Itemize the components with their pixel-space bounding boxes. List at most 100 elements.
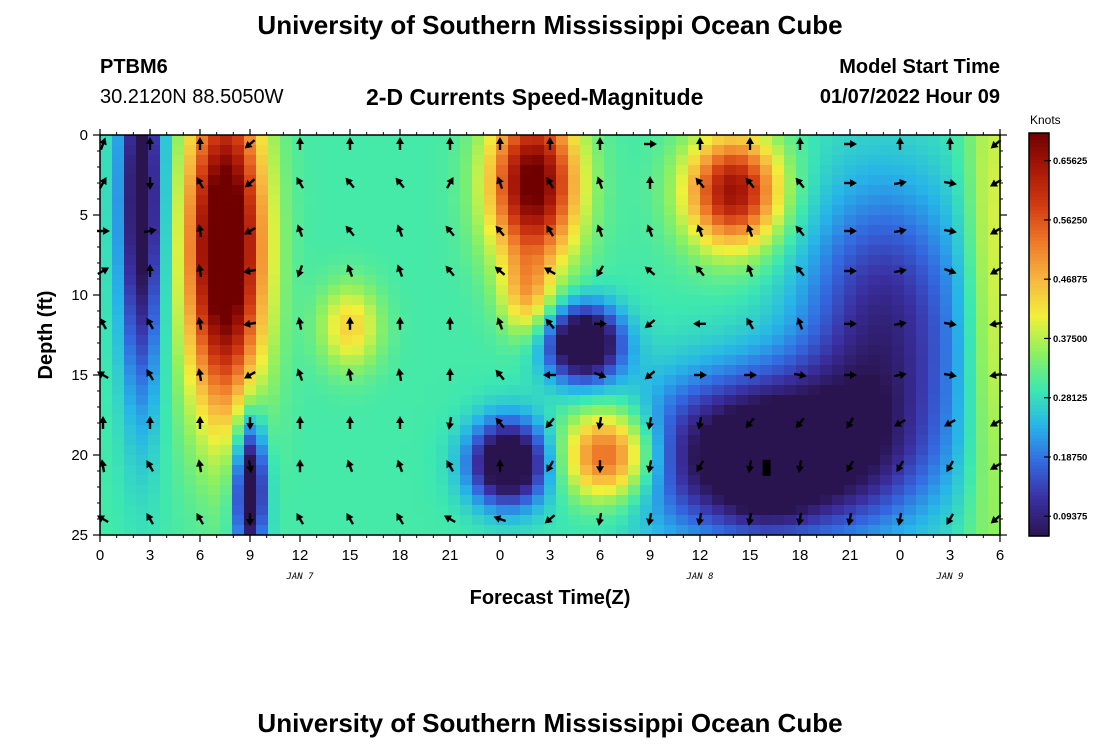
heatmap-cell — [508, 425, 521, 436]
heatmap-cell — [184, 285, 197, 296]
heatmap-cell — [808, 165, 821, 176]
heatmap-cell — [388, 335, 401, 346]
heatmap-cell — [184, 445, 197, 456]
heatmap-cell — [256, 435, 269, 446]
vector-head — [494, 266, 503, 275]
heatmap-cell — [568, 455, 581, 466]
current-vector — [695, 177, 705, 189]
heatmap-cell — [688, 465, 701, 476]
heatmap-cell — [856, 395, 869, 406]
colorbar-segment — [1029, 253, 1049, 258]
heatmap-cell — [688, 315, 701, 326]
heatmap-cell — [760, 385, 773, 396]
heatmap-cell — [544, 345, 557, 356]
current-vector — [396, 224, 404, 238]
heatmap-cell — [352, 265, 365, 276]
heatmap-cell — [748, 155, 761, 166]
heatmap-cell — [436, 455, 449, 466]
heatmap-cell — [508, 215, 521, 226]
heatmap-cell — [652, 175, 665, 186]
heatmap-cell — [892, 365, 905, 376]
heatmap-cell — [160, 155, 173, 166]
heatmap-cell — [532, 335, 545, 346]
heatmap-cell — [712, 285, 725, 296]
colorbar-segment — [1029, 465, 1049, 470]
heatmap-cell — [292, 425, 305, 436]
heatmap-cell — [244, 405, 257, 416]
heatmap-cell — [856, 135, 869, 146]
heatmap-cell — [316, 375, 329, 386]
heatmap-cell — [484, 315, 497, 326]
heatmap-cell — [724, 505, 737, 516]
heatmap-cell — [976, 165, 989, 176]
vector-head — [96, 371, 105, 379]
vector-head — [596, 518, 604, 526]
heatmap-cell — [736, 215, 749, 226]
current-vector — [196, 459, 204, 473]
heatmap-cell — [976, 415, 989, 426]
heatmap-cell — [748, 265, 761, 276]
heatmap-cell — [124, 455, 137, 466]
vector-head — [989, 371, 997, 379]
heatmap-cell — [856, 245, 869, 256]
heatmap-cell — [544, 245, 557, 256]
heatmap-cell — [136, 155, 149, 166]
heatmap-cell — [880, 515, 893, 526]
colorbar-segment — [1029, 149, 1049, 154]
current-vector — [445, 176, 454, 189]
heatmap-cell — [652, 195, 665, 206]
heatmap-cell — [556, 265, 569, 276]
heatmap-cell — [808, 275, 821, 286]
heatmap-cell — [892, 165, 905, 176]
vector-head — [545, 420, 554, 429]
heatmap-cell — [676, 435, 689, 446]
heatmap-cell — [952, 505, 965, 516]
heatmap-cell — [148, 295, 161, 306]
vector-head — [949, 179, 957, 187]
heatmap-cell — [376, 405, 389, 416]
heatmap-cell — [400, 175, 413, 186]
current-vector — [196, 264, 204, 278]
heatmap-cell — [808, 245, 821, 256]
heatmap-cell — [664, 315, 677, 326]
current-vector — [146, 416, 154, 429]
heatmap-cell — [412, 425, 425, 436]
heatmap-cell — [688, 175, 701, 186]
heatmap-cell — [724, 435, 737, 446]
colorbar-segment — [1029, 452, 1049, 456]
heatmap-cell — [220, 285, 233, 296]
heatmap-cell — [616, 155, 629, 166]
heatmap-cell — [700, 525, 713, 536]
heatmap-cell — [952, 525, 965, 536]
colorbar-segment — [1029, 475, 1049, 480]
heatmap-cell — [208, 425, 221, 436]
heatmap-cell — [340, 295, 353, 306]
heatmap-cell — [880, 435, 893, 446]
heatmap-cell — [208, 475, 221, 486]
current-vector — [696, 460, 705, 473]
heatmap-cell — [988, 275, 1001, 286]
heatmap-cell — [352, 355, 365, 366]
heatmap-cell — [628, 305, 641, 316]
heatmap-cell — [304, 495, 317, 506]
heatmap-cell — [916, 215, 929, 226]
heatmap-cell — [556, 175, 569, 186]
heatmap-cell — [388, 135, 401, 146]
colorbar-segment — [1029, 455, 1049, 460]
heatmap-cell — [448, 485, 461, 496]
heatmap-cell — [532, 375, 545, 386]
heatmap-cell — [532, 345, 545, 356]
heatmap-cell — [628, 315, 641, 326]
heatmap-cell — [400, 405, 413, 416]
heatmap-cell — [724, 355, 737, 366]
heatmap-cell — [268, 155, 281, 166]
heatmap-cell — [268, 285, 281, 296]
heatmap-cell — [796, 485, 809, 496]
footer-title: University of Southern Mississippi Ocean… — [257, 708, 843, 738]
heatmap-cell — [328, 455, 341, 466]
x-tick-label: 12 — [692, 547, 709, 564]
heatmap-cell — [712, 235, 725, 246]
heatmap-cell — [484, 495, 497, 506]
heatmap-cell — [652, 455, 665, 466]
